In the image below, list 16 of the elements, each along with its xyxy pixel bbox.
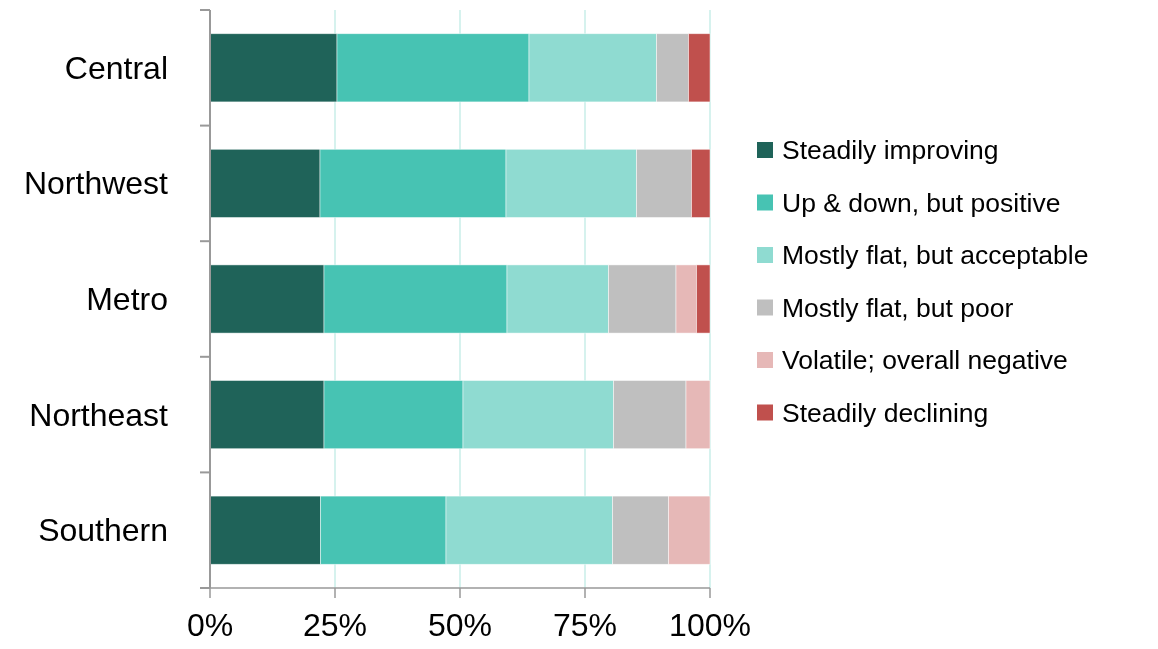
y-tick-label: Northwest (23, 165, 169, 202)
x-tick-label: 25% (302, 607, 368, 643)
legend-label: Up & down, but positive (782, 187, 1061, 218)
x-tick-label: 50% (427, 607, 493, 643)
y-tick-label: Northeast (29, 396, 169, 433)
y-tick-label: Metro (86, 281, 168, 317)
legend-label: Steadily declining (782, 397, 989, 428)
y-tick-label: Southern (38, 512, 168, 549)
legend-label: Steadily improving (782, 135, 999, 165)
x-tick-label: 100% (669, 607, 751, 643)
x-tick-label: 75% (552, 607, 618, 643)
y-tick-label: Central (64, 49, 168, 86)
legend-label: Mostly flat, but poor (782, 292, 1014, 323)
legend-label: Mostly flat, but acceptable (782, 240, 1089, 270)
x-tick-label: 0% (186, 607, 234, 643)
legend-label: Volatile; overall negative (782, 345, 1068, 375)
